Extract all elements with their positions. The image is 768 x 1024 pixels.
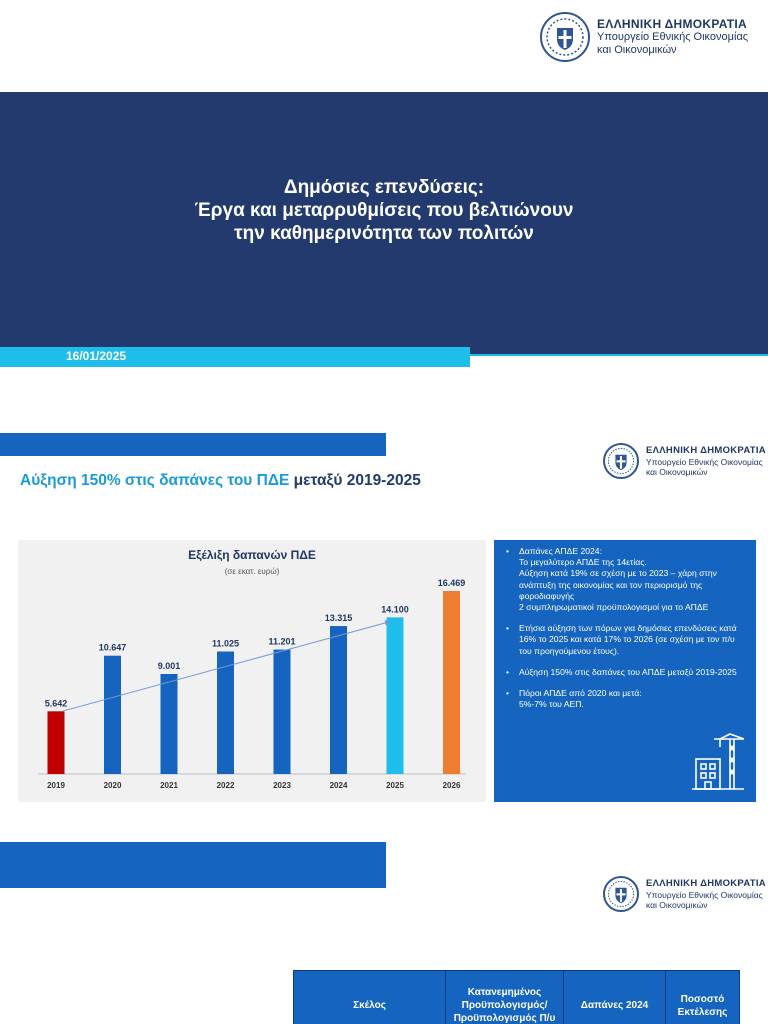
ministry-line3: και Οικονομικών: [646, 466, 708, 477]
bar-value-label: 16.469: [438, 578, 466, 588]
expenditure-chart-svg: Εξέλιξη δαπανών ΠΔΕ (σε εκατ. ευρώ) 5.64…: [38, 548, 466, 790]
col-header-spending-2024: Δαπάνες 2024: [563, 970, 666, 1024]
slide2-title-rest: μεταξύ 2019-2025: [289, 472, 421, 489]
ministry-logo: ΕΛΛΗΝΙΚΗ ΔΗΜΟΚΡΑΤΙΑ Υπουργείο Εθνικής Οι…: [540, 12, 748, 62]
bar-2022: [217, 651, 234, 774]
info-bullet: Αύξηση 150% στις δαπάνες του ΑΠΔΕ μεταξύ…: [504, 667, 746, 678]
x-tick-label: 2020: [104, 781, 122, 790]
ministry-logo-slide2: ΕΛΛΗΝΙΚΗ ΔΗΜΟΚΡΑΤΙΑ Υπουργείο Εθνικής Οι…: [603, 443, 766, 479]
col-header-section: Σκέλος: [293, 970, 446, 1024]
cover-title-line3: την καθημερινότητα των πολιτών: [234, 223, 534, 244]
bar-value-label: 5.642: [45, 698, 68, 708]
date-bar: [0, 347, 470, 367]
x-tick-label: 2026: [443, 781, 461, 790]
info-bullet-line: Ετήσια αύξηση των πόρων για δημόσιες επε…: [519, 623, 737, 656]
info-bullet-line: 5%-7% του ΑΕΠ.: [519, 699, 584, 710]
bar-2019: [47, 711, 65, 774]
bar-2025: [386, 617, 404, 774]
ministry-line3: και Οικονομικών: [646, 899, 708, 910]
col-header-execution-rate: Ποσοστό Εκτέλεσης: [665, 970, 740, 1024]
date-bar-line: [470, 354, 768, 356]
bar-value-label: 13.315: [325, 613, 353, 623]
ministry-line1: ΕΛΛΗΝΙΚΗ ΔΗΜΟΚΡΑΤΙΑ: [646, 445, 766, 457]
bar-2020: [104, 655, 121, 774]
execution-table: Σκέλος Κατανεμημένος Προϋπολογισμός/ Προ…: [293, 970, 740, 1024]
slide2-title: Αύξηση 150% στις δαπάνες του ΠΔΕ μεταξύ …: [20, 472, 421, 490]
trend-arrowhead-icon: [384, 620, 391, 626]
ministry-line2: Υπουργείο Εθνικής Οικονομίας: [646, 889, 763, 900]
bar-2026: [443, 591, 460, 774]
info-bullet-line: Το μεγαλύτερο ΑΠΔΕ της 14ετίας.: [519, 557, 647, 568]
chart-subtitle: (σε εκατ. ευρώ): [225, 567, 280, 576]
slide2-title-highlight: Αύξηση 150% στις δαπάνες του ΠΔΕ: [20, 472, 290, 489]
bar-value-label: 10.647: [99, 643, 127, 653]
bar-2021: [160, 673, 178, 774]
info-panel: Δαπάνες ΑΠΔΕ 2024:Το μεγαλύτερο ΑΠΔΕ της…: [494, 540, 756, 802]
info-bullet: Ετήσια αύξηση των πόρων για δημόσιες επε…: [504, 623, 746, 657]
trend-arrow: [61, 620, 392, 712]
x-tick-label: 2022: [217, 781, 235, 790]
x-tick-label: 2019: [47, 781, 65, 790]
info-bullet-line: 2 συμπληρωματικοί προϋπολογισμοί για το …: [519, 602, 709, 613]
greek-emblem-icon: [540, 12, 590, 62]
x-tick-label: 2025: [386, 781, 404, 790]
info-bullet-list: Δαπάνες ΑΠΔΕ 2024:Το μεγαλύτερο ΑΠΔΕ της…: [504, 546, 746, 710]
x-tick-label: 2024: [330, 781, 348, 790]
ministry-line2: Υπουργείο Εθνικής Οικονομίας: [597, 31, 749, 44]
cover-title-line1: Δημόσιες επενδύσεις:: [283, 177, 485, 198]
greek-emblem-icon: [603, 876, 639, 912]
cover-date: 16/01/2025: [66, 349, 127, 363]
construction-crane-icon: [690, 732, 746, 794]
col-header-budget: Κατανεμημένος Προϋπολογισμός/ Προϋπολογι…: [445, 970, 564, 1024]
info-bullet-line: Αύξηση κατά 19% σε σχέση με το 2023 – χά…: [519, 568, 717, 601]
bar-2023: [273, 649, 291, 774]
info-bullet: Δαπάνες ΑΠΔΕ 2024:Το μεγαλύτερο ΑΠΔΕ της…: [504, 546, 746, 613]
bar-value-label: 9.001: [158, 661, 181, 671]
ministry-logo-slide3: ΕΛΛΗΝΙΚΗ ΔΗΜΟΚΡΑΤΙΑ Υπουργείο Εθνικής Οι…: [603, 876, 766, 912]
info-bullet: Πόροι ΑΠΔΕ από 2020 και μετά:5%-7% του Α…: [504, 688, 746, 710]
cover-banner: [0, 92, 768, 356]
ministry-line2: Υπουργείο Εθνικής Οικονομίας: [646, 456, 763, 467]
chart-title: Εξέλιξη δαπανών ΠΔΕ: [188, 548, 316, 562]
bar-2024: [330, 626, 347, 774]
info-bullet-line: Αύξηση 150% στις δαπάνες του ΑΠΔΕ μεταξύ…: [519, 666, 737, 677]
slide3-header-bar: [0, 842, 386, 888]
expenditure-chart: Εξέλιξη δαπανών ΠΔΕ (σε εκατ. ευρώ) 5.64…: [18, 540, 486, 802]
cover-title-line2: Έργα και μεταρρυθμίσεις που βελτιώνουν: [194, 200, 574, 221]
table-header-row: Σκέλος Κατανεμημένος Προϋπολογισμός/ Προ…: [293, 970, 740, 1024]
ministry-line3: και Οικονομικών: [597, 44, 677, 57]
info-bullet-line: Πόροι ΑΠΔΕ από 2020 και μετά:: [519, 688, 642, 699]
ministry-line1: ΕΛΛΗΝΙΚΗ ΔΗΜΟΚΡΑΤΙΑ: [597, 16, 747, 31]
cover-title: Δημόσιες επενδύσεις: Έργα και μεταρρυθμί…: [0, 176, 768, 245]
greek-emblem-icon: [603, 443, 639, 479]
info-bullet-line: Δαπάνες ΑΠΔΕ 2024:: [519, 546, 602, 556]
x-tick-label: 2021: [160, 781, 178, 790]
bar-value-label: 11.025: [212, 639, 239, 649]
bar-value-label: 11.201: [268, 637, 295, 647]
slide2-header-bar: [0, 433, 386, 456]
bar-value-label: 14.100: [381, 604, 409, 614]
x-tick-label: 2023: [273, 781, 291, 790]
ministry-line1: ΕΛΛΗΝΙΚΗ ΔΗΜΟΚΡΑΤΙΑ: [646, 878, 766, 890]
